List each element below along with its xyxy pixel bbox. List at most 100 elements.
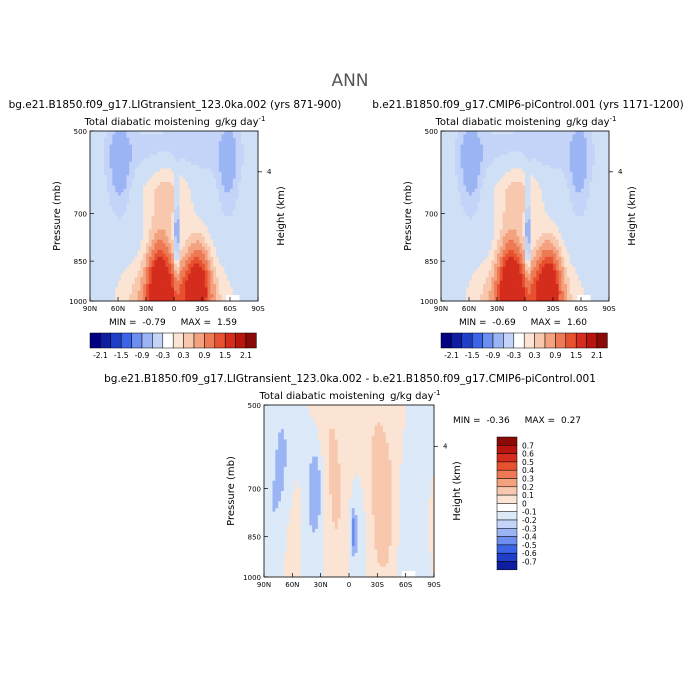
heatmap-cell (106, 219, 110, 224)
heatmap-cell (477, 263, 481, 268)
heatmap-cell (474, 290, 478, 295)
heatmap-cell (132, 263, 136, 268)
heatmap-cell (126, 253, 130, 258)
heatmap-cell (238, 256, 242, 261)
heatmap-cell (92, 256, 96, 261)
heatmap-cell (527, 209, 531, 213)
heatmap-cell (441, 192, 445, 196)
heatmap-cell (446, 297, 450, 302)
heatmap-cell (204, 137, 208, 142)
heatmap-cell (241, 171, 245, 176)
heatmap-cell (443, 202, 447, 207)
heatmap-cell (207, 277, 211, 281)
heatmap-cell (508, 185, 512, 190)
heatmap-cell (168, 253, 172, 258)
heatmap-cell (207, 243, 211, 247)
heatmap-cell (505, 192, 509, 196)
heatmap-cell (522, 148, 526, 152)
heatmap-cell (157, 171, 161, 176)
heatmap-cell (112, 144, 116, 149)
heatmap-cell (539, 134, 543, 139)
heatmap-cell (182, 202, 186, 207)
heatmap-cell (168, 267, 172, 271)
heatmap-cell (477, 161, 481, 166)
heatmap-cell (190, 270, 194, 275)
heatmap-cell (151, 290, 155, 295)
heatmap-cell (224, 243, 228, 247)
heatmap-cell (255, 148, 259, 152)
heatmap-cell (126, 284, 130, 288)
heatmap-cell (252, 246, 256, 251)
heatmap-cell (463, 236, 467, 241)
heatmap-cell (508, 168, 512, 173)
heatmap-cell (533, 185, 537, 190)
heatmap-cell (185, 202, 189, 207)
heatmap-cell (466, 280, 470, 285)
heatmap-cell (190, 134, 194, 139)
heatmap-cell (466, 134, 470, 139)
heatmap-cell (165, 158, 169, 162)
heatmap-cell (185, 287, 189, 292)
heatmap-cell (449, 246, 453, 251)
heatmap-cell (162, 216, 166, 220)
heatmap-cell (179, 284, 183, 288)
heatmap-cell (174, 263, 178, 268)
heatmap-cell (457, 195, 461, 200)
heatmap-cell (165, 222, 169, 227)
heatmap-cell (106, 290, 110, 295)
heatmap-cell (466, 287, 470, 292)
heatmap-cell (446, 182, 450, 186)
heatmap-cell (190, 273, 194, 278)
heatmap-cell (241, 226, 245, 230)
heatmap-cell (118, 178, 122, 183)
heatmap-cell (499, 209, 503, 213)
heatmap-cell (227, 260, 231, 264)
heatmap-cell (92, 182, 96, 186)
heatmap-cell (499, 175, 503, 179)
heatmap-cell (120, 168, 124, 173)
heatmap-cell (474, 277, 478, 281)
heatmap-cell (162, 239, 166, 244)
heatmap-cell (202, 161, 206, 166)
heatmap-cell (527, 222, 531, 227)
heatmap-cell (165, 195, 169, 200)
heatmap-cell (497, 294, 501, 298)
heatmap-cell (505, 233, 509, 237)
heatmap-cell (204, 297, 208, 302)
heatmap-cell (143, 273, 147, 278)
heatmap-cell (497, 195, 501, 200)
heatmap-cell (491, 263, 495, 268)
heatmap-cell (123, 260, 127, 264)
heatmap-cell (126, 188, 130, 193)
heatmap-cell (483, 250, 487, 254)
heatmap-cell (140, 202, 144, 207)
heatmap-cell (146, 290, 150, 295)
heatmap-cell (443, 243, 447, 247)
heatmap-cell (171, 141, 175, 145)
heatmap-cell (511, 277, 515, 281)
heatmap-cell (123, 144, 127, 149)
heatmap-cell (241, 243, 245, 247)
heatmap-cell (148, 243, 152, 247)
heatmap-cell (126, 260, 130, 264)
heatmap-cell (112, 256, 116, 261)
heatmap-cell (519, 151, 523, 156)
heatmap-cell (154, 158, 158, 162)
heatmap-cell (146, 253, 150, 258)
heatmap-cell (221, 171, 225, 176)
heatmap-cell (460, 233, 464, 237)
heatmap-cell (118, 205, 122, 210)
heatmap-cell (230, 131, 234, 135)
heatmap-cell (92, 239, 96, 244)
heatmap-cell (522, 205, 526, 210)
heatmap-cell (466, 165, 470, 169)
heatmap-cell (497, 222, 501, 227)
heatmap-cell (204, 195, 208, 200)
heatmap-cell (160, 154, 164, 159)
heatmap-cell (137, 212, 141, 217)
heatmap-cell (485, 263, 489, 268)
heatmap-cell (252, 280, 256, 285)
heatmap-cell (235, 161, 239, 166)
heatmap-cell (179, 229, 183, 234)
